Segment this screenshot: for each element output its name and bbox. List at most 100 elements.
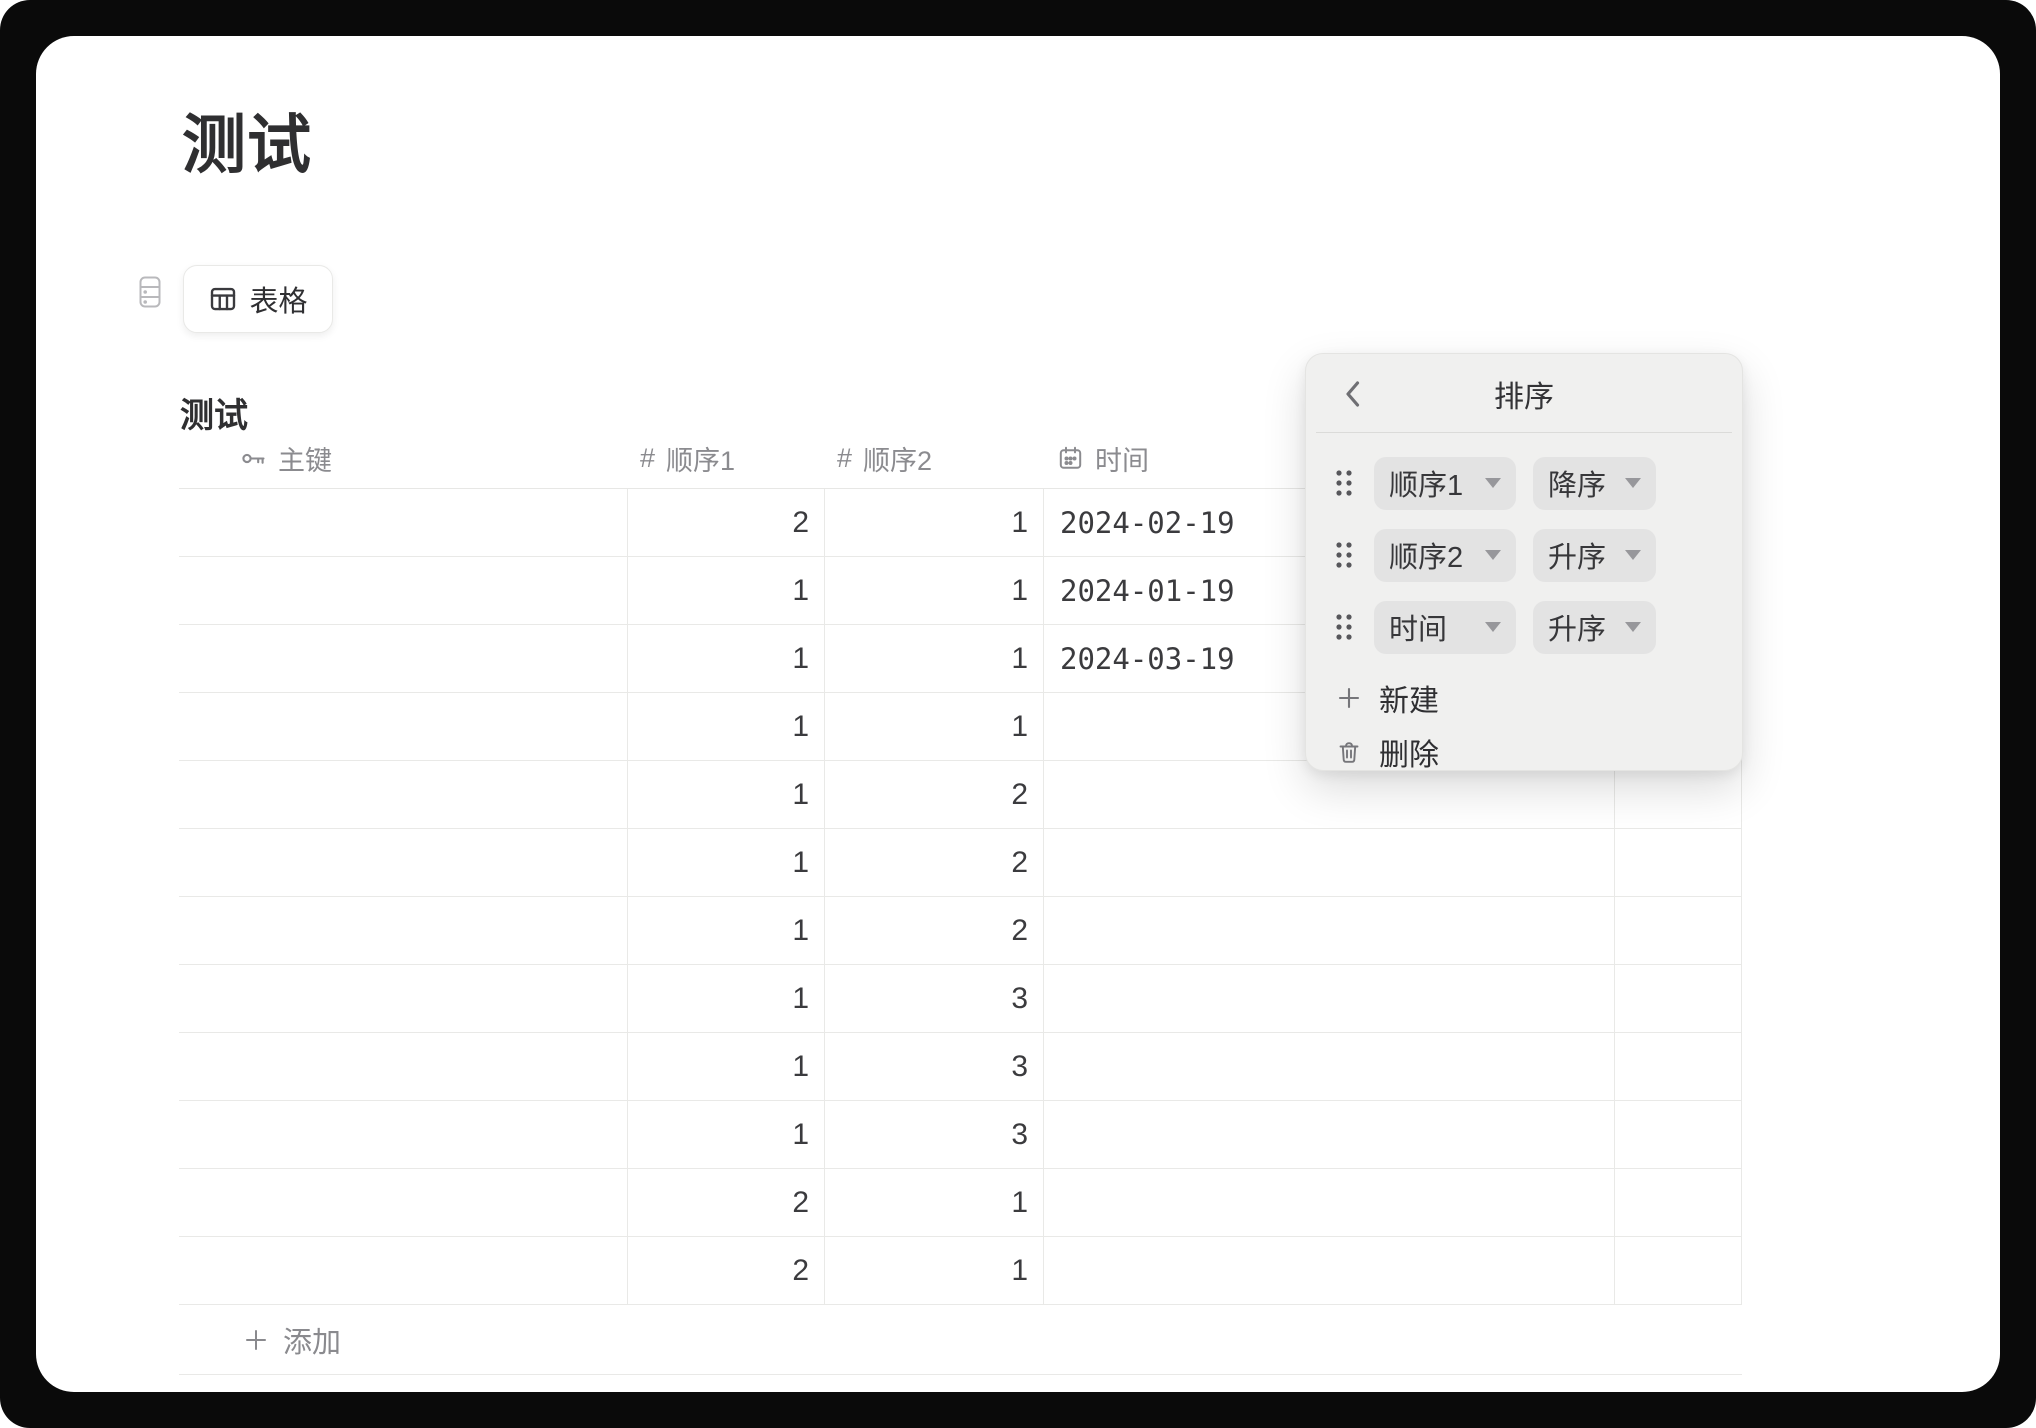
cell-key[interactable] [179,1169,627,1236]
cell-extra[interactable] [1614,1237,1742,1304]
chevron-down-icon [1625,622,1641,632]
page-title: 测试 [182,109,312,181]
cell-key[interactable] [179,1101,627,1168]
cell-seq2[interactable]: 1 [824,489,1043,556]
sort-panel-actions: 新建 删除 [1306,671,1742,779]
cell-key[interactable] [179,829,627,896]
cell-key[interactable] [179,625,627,692]
cell-seq1[interactable]: 2 [627,489,824,556]
cell-seq1[interactable]: 1 [627,897,824,964]
column-header-key[interactable]: 主键 [179,429,627,488]
cell-time[interactable] [1043,1033,1614,1100]
sort-field-select[interactable]: 顺序1 [1374,456,1516,510]
cell-key[interactable] [179,557,627,624]
sort-rule: 顺序1 降序 [1306,447,1742,519]
cell-extra[interactable] [1614,761,1742,828]
cell-extra[interactable] [1614,965,1742,1032]
cell-key[interactable] [179,1033,627,1100]
sort-panel-header: 排序 [1306,354,1742,433]
new-sort-label: 新建 [1379,685,1439,718]
cell-extra[interactable] [1614,1033,1742,1100]
cell-time[interactable] [1043,1237,1614,1304]
cell-key[interactable] [179,897,627,964]
cell-time[interactable] [1043,897,1614,964]
chevron-down-icon [1625,550,1641,560]
cell-seq2[interactable]: 2 [824,829,1043,896]
cell-seq1[interactable]: 1 [627,1101,824,1168]
cell-seq1[interactable]: 1 [627,1033,824,1100]
add-row-button[interactable]: 添加 [179,1305,1742,1375]
cell-extra[interactable] [1614,897,1742,964]
drag-handle-icon[interactable] [1334,611,1354,643]
sort-direction-value: 降序 [1548,470,1607,502]
cell-seq1[interactable]: 1 [627,625,824,692]
sort-rules: 顺序1 降序 [1306,433,1742,663]
column-header-label: 主键 [278,446,332,476]
table-view-button[interactable]: 表格 [183,265,333,333]
cell-seq2[interactable]: 1 [824,1169,1043,1236]
column-header-time[interactable]: 时间 [1043,429,1614,488]
cell-seq1[interactable]: 1 [627,557,824,624]
chevron-down-icon [1485,622,1501,632]
column-header-label: 顺序1 [666,446,736,476]
column-header-seq1[interactable]: # 顺序1 [627,429,824,488]
database-icon[interactable] [139,276,161,308]
table-grid-icon [208,284,238,314]
cell-key[interactable] [179,761,627,828]
cell-extra[interactable] [1614,1101,1742,1168]
sort-field-select[interactable]: 时间 [1374,600,1516,654]
cell-seq2[interactable]: 3 [824,965,1043,1032]
cell-seq2[interactable]: 1 [824,693,1043,760]
delete-sort-button[interactable]: 删除 [1306,725,1742,779]
sort-direction-select[interactable]: 降序 [1533,456,1656,510]
sort-rule: 顺序2 升序 [1306,519,1742,591]
cell-seq2[interactable]: 1 [824,625,1043,692]
cell-seq1[interactable]: 2 [627,1237,824,1304]
cell-time[interactable]: 2024-03-19 [1043,625,1614,692]
sort-panel: 排序 顺序1 [1305,353,1743,772]
cell-time[interactable]: 2024-02-19 [1043,489,1614,556]
cell-key[interactable] [179,1237,627,1304]
cell-seq1[interactable]: 2 [627,1169,824,1236]
cell-time[interactable] [1043,1101,1614,1168]
sort-field-select[interactable]: 顺序2 [1374,528,1516,582]
cell-seq2[interactable]: 1 [824,557,1043,624]
cell-seq1[interactable]: 1 [627,829,824,896]
cell-time[interactable] [1043,1169,1614,1236]
cell-extra[interactable] [1614,829,1742,896]
cell-seq2[interactable]: 2 [824,761,1043,828]
cell-extra[interactable] [1614,1169,1742,1236]
sort-direction-select[interactable]: 升序 [1533,600,1656,654]
cell-seq1[interactable]: 1 [627,761,824,828]
cell-time[interactable] [1043,693,1614,760]
back-button[interactable] [1344,380,1361,408]
sort-direction-value: 升序 [1548,614,1607,646]
key-icon [240,445,267,472]
new-sort-button[interactable]: 新建 [1306,671,1742,725]
cell-time[interactable] [1043,829,1614,896]
cell-seq2[interactable]: 2 [824,897,1043,964]
cell-seq1[interactable]: 1 [627,965,824,1032]
cell-key[interactable] [179,965,627,1032]
sort-direction-select[interactable]: 升序 [1533,528,1656,582]
cell-seq2[interactable]: 1 [824,1237,1043,1304]
cell-time[interactable] [1043,761,1614,828]
delete-sort-label: 删除 [1379,739,1439,772]
cell-time[interactable]: 2024-01-19 [1043,557,1614,624]
cell-key[interactable] [179,489,627,556]
cell-seq1[interactable]: 1 [627,693,824,760]
drag-handle-icon[interactable] [1334,539,1354,571]
column-header-seq2[interactable]: # 顺序2 [824,429,1043,488]
chevron-down-icon [1485,478,1501,488]
cell-key[interactable] [179,693,627,760]
cell-time[interactable] [1043,965,1614,1032]
drag-handle-icon[interactable] [1334,467,1354,499]
cell-seq2[interactable]: 3 [824,1101,1043,1168]
sort-panel-title: 排序 [1494,380,1554,414]
cell-seq2[interactable]: 3 [824,1033,1043,1100]
divider [1316,432,1732,433]
